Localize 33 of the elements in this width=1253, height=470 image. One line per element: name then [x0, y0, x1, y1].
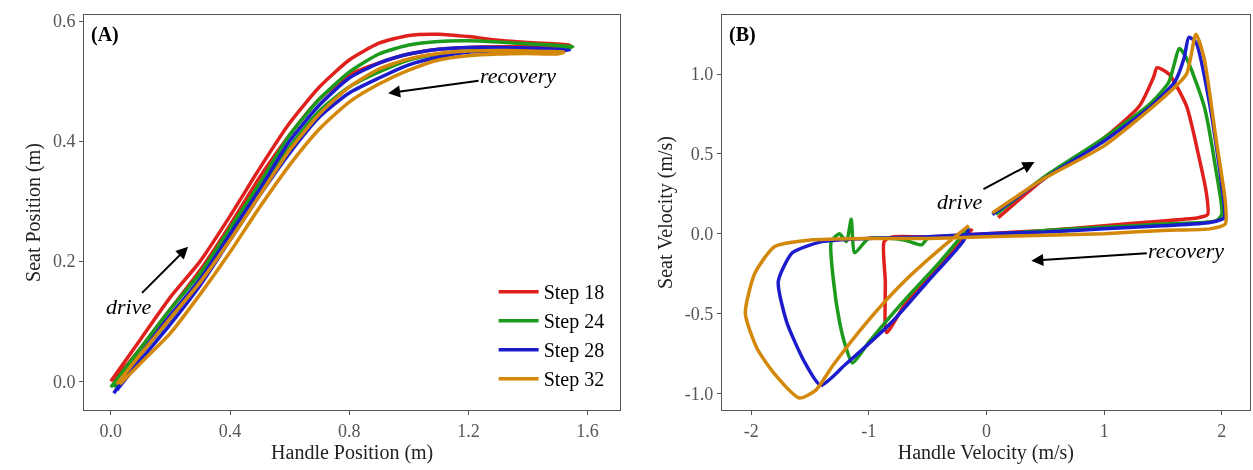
y-tick-label: 0.2	[52, 251, 76, 272]
x-tick-label: 1.2	[457, 420, 480, 441]
annotation: drive	[937, 189, 983, 214]
y-tick-label: 1.0	[690, 64, 714, 85]
x-tick-label: 2	[1217, 420, 1227, 441]
x-tick-label: 0.0	[99, 420, 123, 441]
x-tick-label: 0	[981, 420, 991, 441]
y-tick-label: 0.5	[690, 144, 714, 165]
annotation: (B)	[729, 23, 756, 46]
annotation: recovery	[1148, 238, 1225, 263]
y-axis-title: Seat Velocity (m/s)	[654, 136, 678, 289]
annotation: drive	[106, 294, 152, 319]
x-tick-label: 1	[1099, 420, 1109, 441]
y-tick-label: 0.4	[52, 131, 76, 152]
x-tick-label: 0.8	[337, 420, 361, 441]
legend-label: Step 18	[543, 281, 605, 305]
legend-label: Step 32	[543, 368, 605, 392]
y-axis-title: Seat Position (m)	[22, 143, 46, 282]
y-tick-label: 0.0	[690, 223, 714, 244]
annotation: recovery	[480, 63, 557, 88]
y-tick-label: 0.0	[52, 371, 76, 392]
y-tick-label: -0.5	[684, 303, 714, 324]
x-axis-title: Handle Velocity (m/s)	[897, 440, 1075, 464]
legend-label: Step 28	[543, 339, 605, 363]
legend-label: Step 24	[543, 310, 605, 334]
y-tick-label: -1.0	[684, 383, 714, 404]
x-axis-title: Handle Position (m)	[271, 440, 434, 464]
x-tick-label: 0.4	[218, 420, 242, 441]
x-tick-label: 1.6	[576, 420, 599, 441]
x-tick-label: -2	[743, 420, 759, 441]
x-tick-label: -1	[861, 420, 877, 441]
y-tick-label: 0.6	[52, 11, 76, 32]
annotation: (A)	[91, 23, 119, 46]
